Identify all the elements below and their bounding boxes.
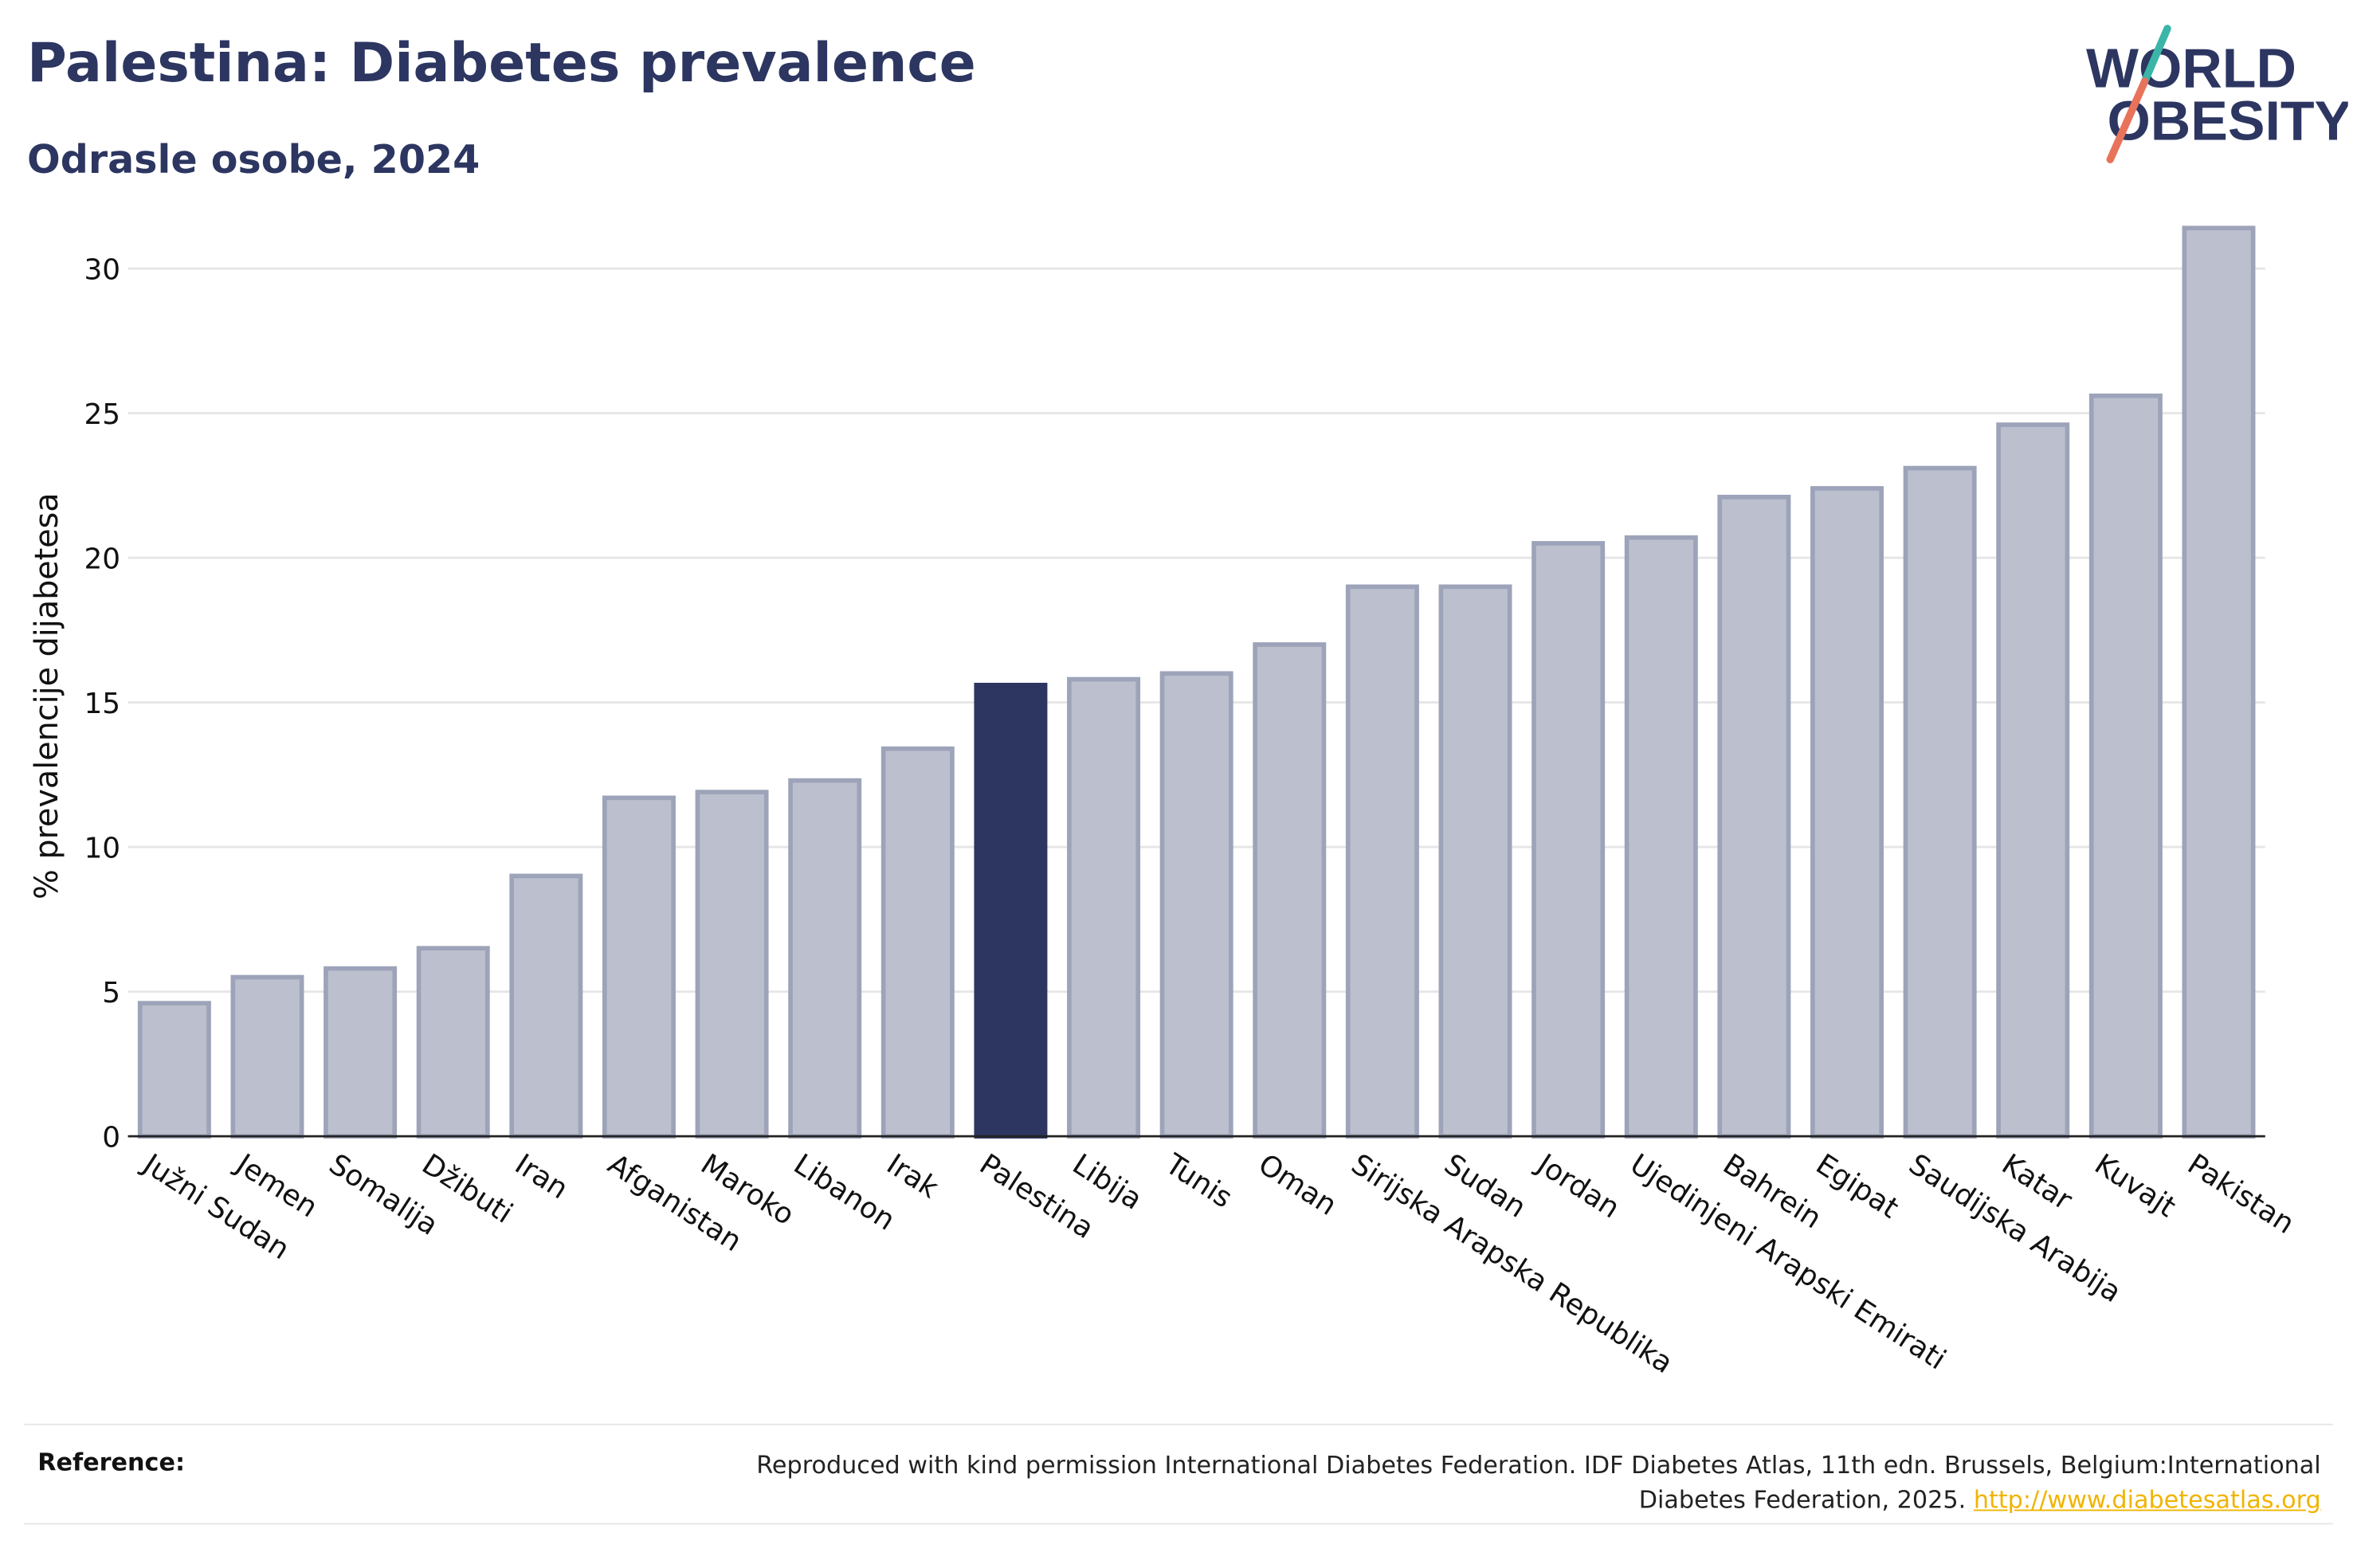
logo-line2: OBESITY <box>2107 90 2347 152</box>
bar <box>1067 676 1141 1139</box>
bar <box>230 974 304 1139</box>
x-tick-label: Oman <box>1253 1148 1343 1222</box>
bar <box>2088 393 2163 1139</box>
reference-label: Reference: <box>37 1448 186 1477</box>
logo-slash-coral <box>2106 77 2149 163</box>
y-tick-label: 0 <box>102 1121 120 1154</box>
bar <box>1810 486 1884 1139</box>
x-tick-label: Pakistan <box>2182 1148 2300 1241</box>
logo-line1: WORLD <box>2086 37 2296 100</box>
x-tick-label: Irak <box>880 1148 944 1205</box>
y-tick-label: 25 <box>84 398 120 431</box>
bar <box>1253 642 1327 1139</box>
bar <box>416 946 490 1139</box>
x-tick-label: Sirijska Arapska Republika <box>1345 1148 1678 1380</box>
y-tick-label: 15 <box>84 688 120 720</box>
y-tick-label: 30 <box>84 253 120 286</box>
x-tick-label: Egipat <box>1810 1148 1904 1225</box>
bar <box>788 778 862 1139</box>
bar <box>1717 495 1791 1139</box>
bar <box>1903 465 1977 1139</box>
bar <box>880 746 955 1139</box>
x-tick-label: Libanon <box>788 1148 901 1237</box>
reference-bottom-divider <box>24 1523 2333 1525</box>
bar <box>1531 541 1606 1139</box>
chart-title: Palestina: Diabetes prevalence <box>27 33 976 96</box>
y-tick-label: 10 <box>84 832 120 864</box>
bar <box>1345 584 1419 1139</box>
chart-subtitle: Odrasle osobe, 2024 <box>27 138 480 184</box>
x-tick-label: Kuvajt <box>2088 1148 2181 1224</box>
reference-text-block: Reproduced with kind permission Internat… <box>665 1448 2321 1517</box>
bar <box>1996 422 2070 1139</box>
x-tick-label: Iran <box>509 1148 574 1206</box>
bar <box>2182 225 2256 1139</box>
bars <box>137 225 2256 1139</box>
world-obesity-logo: WORLD OBESITY <box>2086 25 2348 163</box>
bar <box>1438 584 1512 1139</box>
bar <box>695 790 769 1139</box>
logo-slash-teal <box>2140 25 2171 85</box>
y-axis-ticks: 0 5 10 15 20 25 30 <box>84 253 120 1154</box>
bar <box>324 966 398 1139</box>
bar <box>1159 671 1233 1139</box>
bar <box>602 795 676 1139</box>
bar <box>137 1001 211 1139</box>
bar <box>509 873 583 1139</box>
y-tick-label: 20 <box>84 543 120 575</box>
bar-highlight <box>974 682 1048 1139</box>
reference-text: Reproduced with kind permission Internat… <box>756 1450 2321 1515</box>
y-axis-label: % prevalencije dijabetesa <box>29 492 65 899</box>
bar <box>1624 535 1698 1139</box>
reference-link[interactable]: http://www.diabetesatlas.org <box>1973 1485 2321 1515</box>
x-tick-label: Tunis <box>1159 1147 1237 1214</box>
y-tick-label: 5 <box>102 977 120 1009</box>
reference-top-divider <box>24 1423 2333 1425</box>
x-tick-label: Jordan <box>1530 1147 1626 1225</box>
